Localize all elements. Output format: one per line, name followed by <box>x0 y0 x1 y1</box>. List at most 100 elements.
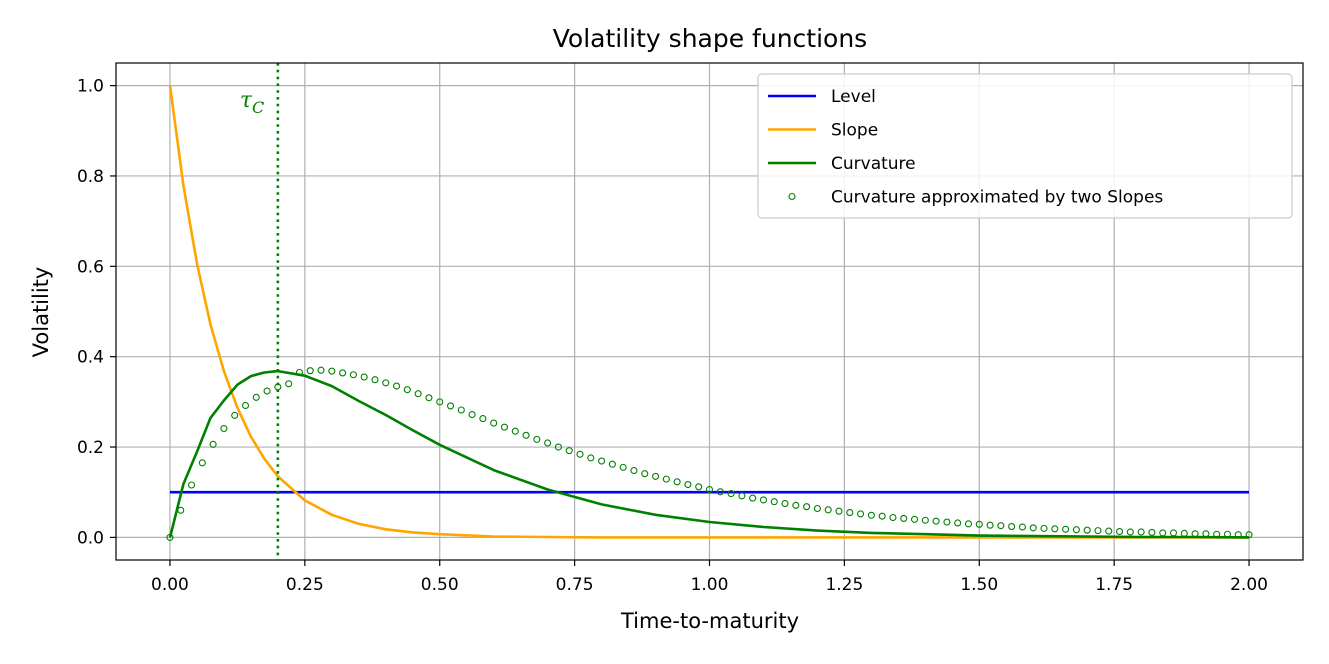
data-point <box>727 490 735 498</box>
legend-entry: Curvature <box>831 154 916 174</box>
data-point <box>630 466 638 475</box>
data-point <box>964 520 973 528</box>
data-point <box>306 367 314 375</box>
data-point <box>1137 528 1145 536</box>
data-point <box>684 480 692 489</box>
data-point <box>1105 527 1113 535</box>
data-point <box>1202 530 1210 538</box>
data-point <box>231 411 239 419</box>
data-point <box>479 415 487 423</box>
data-point <box>846 509 854 517</box>
data-point <box>457 406 465 414</box>
data-point <box>738 492 746 500</box>
data-point <box>673 478 681 486</box>
data-point <box>403 386 411 394</box>
data-point <box>1008 523 1016 531</box>
series-line-curvature <box>168 369 1250 539</box>
data-point <box>393 382 401 390</box>
data-point <box>500 423 509 431</box>
chart-title: Volatility shape functions <box>553 24 867 53</box>
data-point <box>425 394 433 402</box>
data-point <box>1062 525 1070 533</box>
data-point <box>220 424 228 433</box>
data-point <box>792 501 800 509</box>
y-tick-label: 0.8 <box>77 167 104 187</box>
data-point <box>1234 531 1242 539</box>
data-point <box>813 504 821 513</box>
data-point <box>576 450 584 458</box>
data-point <box>490 419 498 427</box>
data-point <box>1116 527 1124 536</box>
data-point <box>857 510 865 518</box>
data-point <box>598 457 606 465</box>
data-point <box>241 401 250 410</box>
series-layer <box>166 85 1253 541</box>
tau-subscript: C <box>252 98 264 117</box>
data-point <box>360 373 368 381</box>
tau-symbol: τ <box>240 88 253 113</box>
data-point <box>1051 525 1059 533</box>
series-line-slope <box>168 85 1249 539</box>
data-point <box>468 410 476 419</box>
data-point <box>328 367 336 375</box>
data-point <box>554 443 562 451</box>
data-point <box>285 380 293 388</box>
legend-swatch <box>788 192 796 201</box>
data-point <box>544 439 552 447</box>
data-point <box>608 460 616 468</box>
data-point <box>759 496 768 504</box>
legend-entry: Slope <box>831 121 878 141</box>
data-point <box>1018 523 1026 531</box>
data-point <box>986 521 994 529</box>
legend: Level Slope Curvature Curvature approximate… <box>757 73 1293 219</box>
data-point <box>414 390 422 398</box>
data-point <box>1245 531 1253 539</box>
data-point <box>932 517 940 525</box>
x-axis-label: Time-to-maturity <box>620 609 799 633</box>
data-point <box>867 511 875 519</box>
data-point <box>662 475 670 483</box>
data-point <box>587 454 595 462</box>
x-tick-label: 0.50 <box>421 575 459 595</box>
data-point <box>533 435 541 443</box>
data-point <box>317 366 325 374</box>
data-point <box>339 369 347 377</box>
data-point <box>651 472 660 480</box>
data-point <box>436 398 444 406</box>
data-point <box>641 470 649 478</box>
data-point <box>1083 526 1091 534</box>
data-point <box>1148 528 1156 536</box>
data-point <box>943 518 951 526</box>
data-point <box>900 514 908 522</box>
legend-entry: Level <box>831 87 876 107</box>
data-point <box>511 427 519 435</box>
data-point <box>954 519 962 527</box>
data-point <box>295 368 303 377</box>
data-point <box>878 512 886 520</box>
x-tick-label: 0.25 <box>286 575 324 595</box>
data-point <box>1072 526 1080 534</box>
y-axis-label: Volatility <box>29 267 53 358</box>
data-point <box>522 431 530 439</box>
data-point <box>1191 530 1199 538</box>
data-point <box>1040 524 1048 532</box>
data-point <box>770 498 778 506</box>
y-tick-label: 1.0 <box>77 77 104 97</box>
tau-c-label: τC <box>240 88 264 117</box>
data-point <box>187 481 196 489</box>
data-point <box>749 494 757 502</box>
data-point <box>1126 528 1134 536</box>
data-point <box>349 371 357 379</box>
annotation-layer: τC <box>240 63 280 560</box>
data-point <box>781 499 789 508</box>
data-point <box>1169 529 1178 537</box>
data-point <box>1159 529 1167 537</box>
data-point <box>263 387 271 395</box>
data-point <box>198 459 206 467</box>
x-tick-label: 0.75 <box>556 575 594 595</box>
data-point <box>803 503 811 511</box>
data-point <box>1213 530 1221 538</box>
x-tick-label: 0.00 <box>151 575 189 595</box>
legend-box <box>757 73 1293 219</box>
